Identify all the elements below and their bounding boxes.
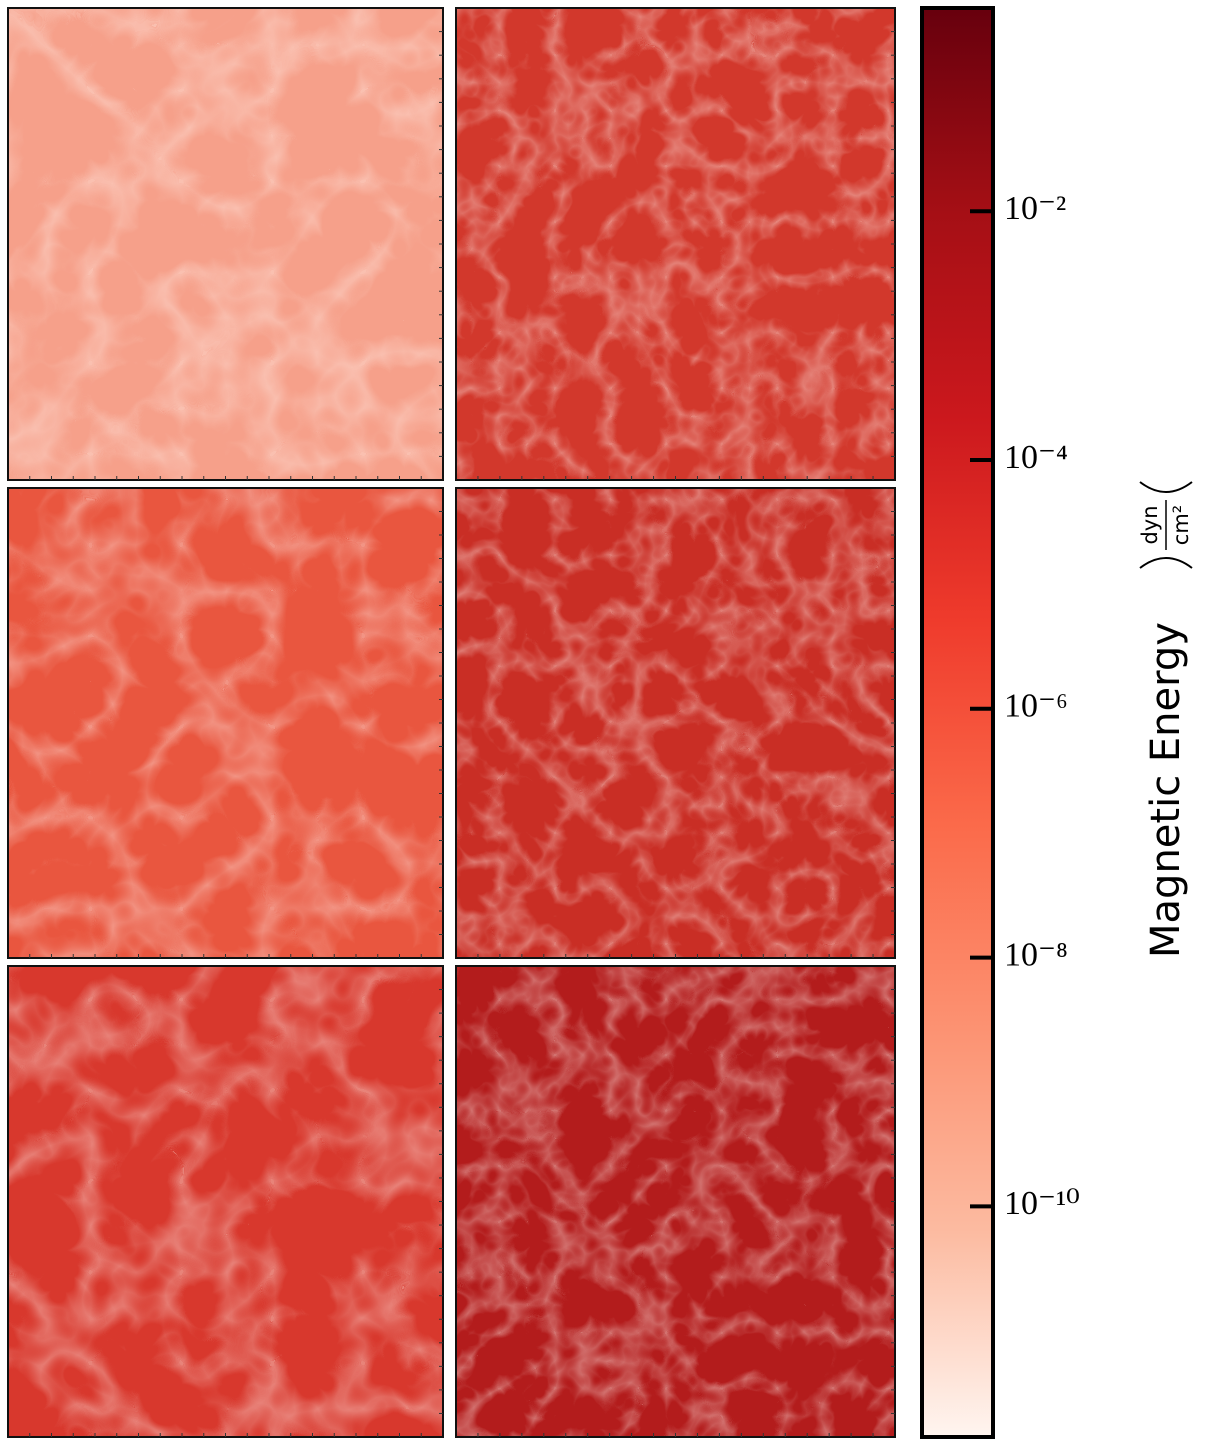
panel-texture <box>8 488 443 958</box>
colorbar-tick-label: 10⁻⁸ <box>1004 936 1068 973</box>
panel-texture <box>8 8 443 480</box>
panels <box>8 8 895 1437</box>
unit-numerator: dyn <box>1138 505 1162 544</box>
panel <box>456 966 895 1437</box>
colorbar-label: Magnetic Energy <box>1143 622 1189 958</box>
panel-texture <box>456 966 895 1437</box>
panel <box>8 8 443 480</box>
unit-denominator: cm² <box>1169 505 1193 545</box>
colorbar-tick-label: 10⁻² <box>1004 190 1066 227</box>
panel-texture <box>456 8 895 480</box>
colorbar-tick-label: 10⁻⁴ <box>1004 439 1068 476</box>
colorbar-tick-label: 10⁻⁶ <box>1004 688 1068 725</box>
panel <box>8 966 443 1437</box>
panel-texture <box>8 966 443 1437</box>
paren-right <box>1140 482 1192 492</box>
panel <box>8 488 443 958</box>
panel <box>456 488 895 958</box>
paren-left <box>1140 558 1192 568</box>
panel <box>456 8 895 480</box>
colorbar-tick-label: 10⁻¹⁰ <box>1004 1185 1080 1222</box>
panel-texture <box>456 488 895 958</box>
colorbar <box>922 8 993 1437</box>
figure: 10⁻² 10⁻⁴ 10⁻⁶ 10⁻⁸ 10⁻¹⁰ Magnetic Energy dy… <box>0 0 1221 1445</box>
